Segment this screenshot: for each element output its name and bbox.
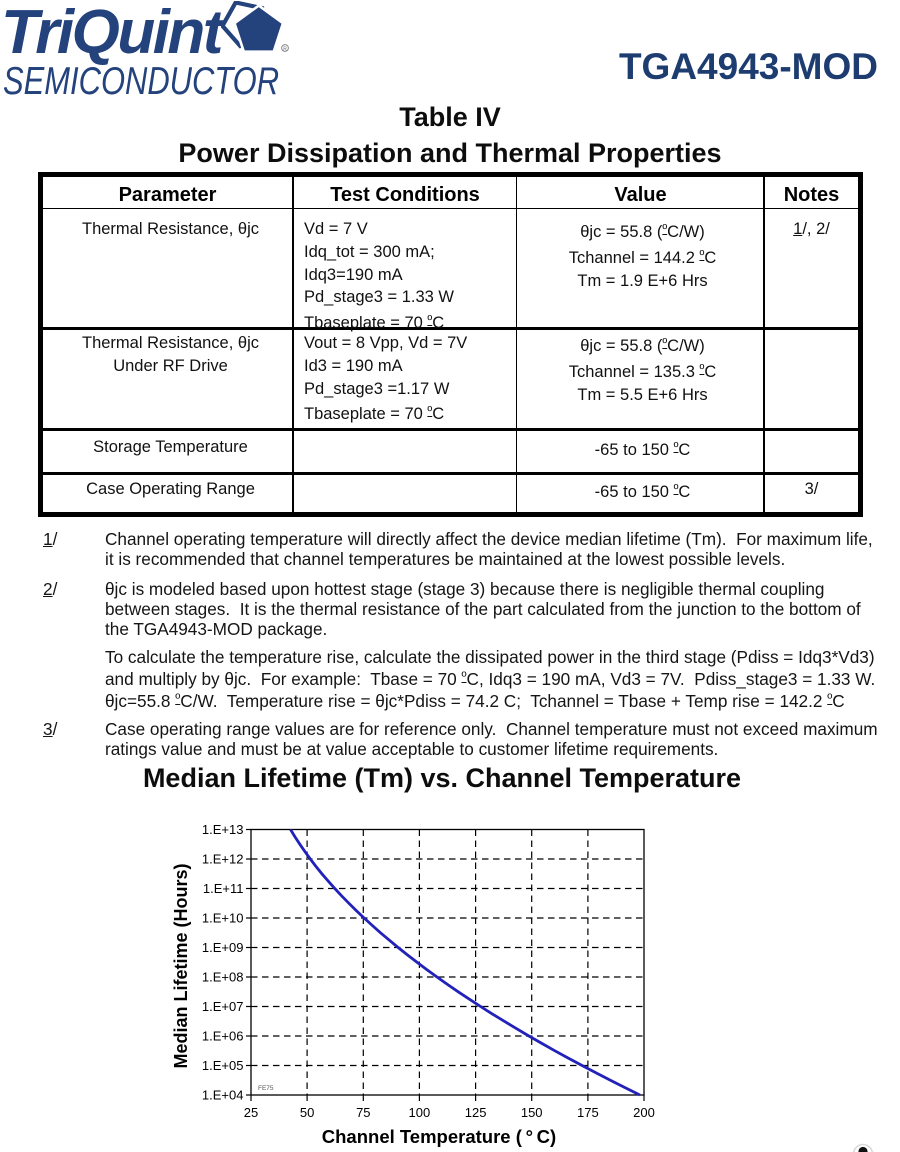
svg-text:175: 175: [577, 1105, 599, 1120]
svg-text:Channel Temperature ( ° C): Channel Temperature ( ° C): [322, 1126, 556, 1147]
svg-text:1.E+05: 1.E+05: [202, 1058, 244, 1073]
svg-text:1.E+04: 1.E+04: [202, 1088, 244, 1103]
svg-text:125: 125: [465, 1105, 487, 1120]
svg-text:Median Lifetime (Hours): Median Lifetime (Hours): [171, 863, 191, 1068]
svg-text:200: 200: [633, 1105, 655, 1120]
svg-text:1.E+08: 1.E+08: [202, 970, 244, 985]
svg-text:1.E+07: 1.E+07: [202, 999, 244, 1014]
svg-text:1.E+13: 1.E+13: [202, 822, 244, 837]
svg-text:1.E+10: 1.E+10: [202, 911, 244, 926]
svg-text:75: 75: [356, 1105, 370, 1120]
svg-text:1.E+12: 1.E+12: [202, 852, 244, 867]
svg-text:R: R: [283, 46, 287, 52]
svg-text:1.E+11: 1.E+11: [203, 881, 244, 896]
svg-text:25: 25: [244, 1105, 258, 1120]
svg-text:50: 50: [300, 1105, 314, 1120]
svg-text:1.E+09: 1.E+09: [202, 940, 244, 955]
svg-text:1.E+06: 1.E+06: [202, 1029, 244, 1044]
svg-text:100: 100: [409, 1105, 431, 1120]
svg-text:FE75: FE75: [258, 1085, 274, 1092]
svg-text:150: 150: [521, 1105, 543, 1120]
